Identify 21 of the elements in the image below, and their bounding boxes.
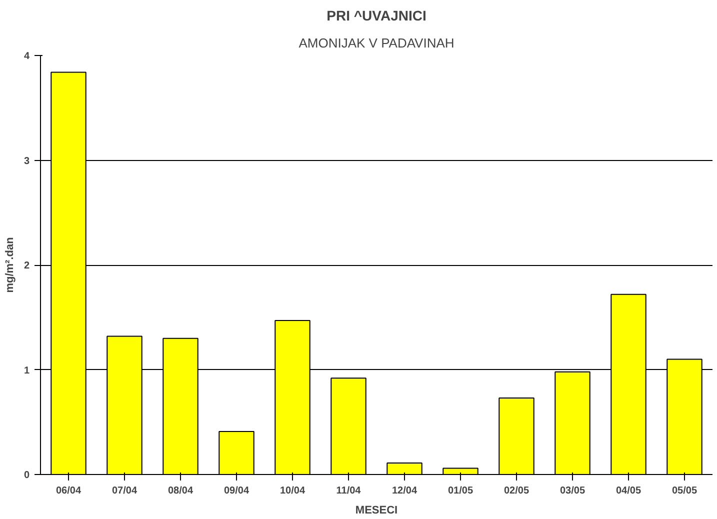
x-tick-label: 03/05 — [560, 486, 586, 496]
x-tick-label: 07/04 — [112, 486, 138, 496]
y-tick-label: 3 — [24, 156, 30, 167]
x-tick-label: 10/04 — [280, 486, 306, 496]
x-tick-label: 05/05 — [672, 486, 698, 496]
y-tick-label: 4 — [24, 51, 30, 62]
y-tick-label: 1 — [24, 365, 30, 376]
x-tick-label: 01/05 — [448, 486, 474, 496]
x-tick-label: 09/04 — [224, 486, 250, 496]
x-axis-title: MESECI — [355, 504, 398, 516]
y-tick-label: 0 — [24, 470, 30, 481]
x-tick-label: 06/04 — [56, 486, 82, 496]
x-tick-label: 04/05 — [616, 486, 642, 496]
chart-title: PRI ^UVAJNICI — [326, 8, 426, 24]
x-tick-label: 08/04 — [168, 486, 194, 496]
y-axis-title: mg/m².dan — [4, 236, 16, 293]
x-tick-label: 11/04 — [336, 486, 362, 496]
x-tick-label: 02/05 — [504, 486, 530, 496]
y-tick-label: 2 — [24, 260, 30, 272]
chart-subtitle: AMONIJAK V PADAVINAH — [298, 36, 454, 50]
x-tick-label: 12/04 — [392, 486, 418, 496]
